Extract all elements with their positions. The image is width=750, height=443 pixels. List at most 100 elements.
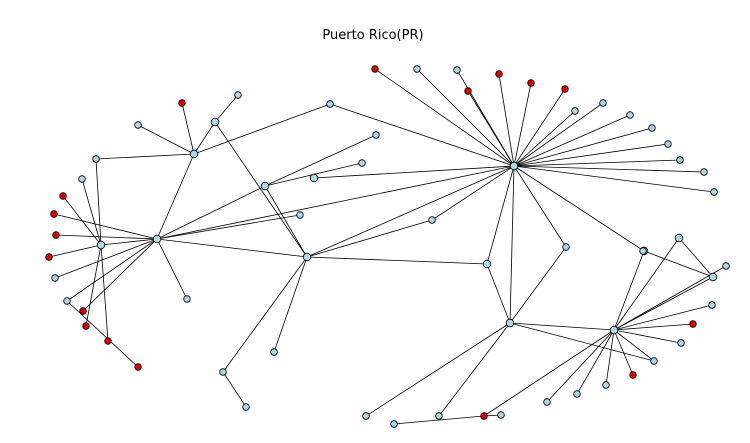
network-node xyxy=(152,234,162,244)
network-edge xyxy=(81,178,102,246)
highlighted-node xyxy=(561,85,569,93)
network-edge xyxy=(613,304,713,331)
network-node xyxy=(599,99,607,107)
network-edge xyxy=(193,103,331,155)
network-node xyxy=(302,252,312,262)
network-node xyxy=(676,156,684,164)
network-edge xyxy=(486,165,515,265)
network-node xyxy=(648,124,656,132)
network-node xyxy=(362,412,370,420)
network-edge xyxy=(513,143,669,167)
highlighted-node xyxy=(79,307,87,315)
highlighted-node xyxy=(464,87,472,95)
network-node xyxy=(482,259,492,269)
network-edge xyxy=(613,276,714,331)
network-node xyxy=(63,297,71,305)
network-node xyxy=(700,168,708,176)
network-edge xyxy=(222,256,308,373)
network-edge xyxy=(513,82,532,167)
network-edge xyxy=(483,329,615,417)
network-node xyxy=(626,111,634,119)
network-node xyxy=(497,411,505,419)
network-edge xyxy=(576,329,615,395)
highlighted-node xyxy=(371,65,379,73)
highlighted-node xyxy=(50,210,58,218)
network-edge xyxy=(509,322,655,362)
network-edge xyxy=(513,165,567,248)
network-edge xyxy=(431,165,515,221)
network-node xyxy=(650,357,658,365)
network-edge xyxy=(605,329,615,386)
network-edge xyxy=(613,250,645,331)
network-node xyxy=(428,216,436,224)
network-edge xyxy=(546,329,615,403)
network-edge xyxy=(95,153,195,160)
network-edge xyxy=(55,234,158,240)
highlighted-node xyxy=(527,79,535,87)
network-edge xyxy=(95,158,102,246)
network-node xyxy=(189,149,199,159)
network-node xyxy=(722,262,730,270)
network-node xyxy=(372,131,380,139)
highlighted-node xyxy=(178,99,186,107)
network-edge xyxy=(513,114,631,167)
network-edge xyxy=(306,165,515,258)
network-edge xyxy=(137,124,195,155)
network-edge xyxy=(513,102,604,167)
network-node xyxy=(296,211,304,219)
highlighted-node xyxy=(495,70,503,78)
network-node xyxy=(505,318,515,328)
network-edge xyxy=(678,237,714,278)
network-edge xyxy=(374,68,515,167)
network-edge xyxy=(438,322,511,417)
network-edge xyxy=(273,256,308,353)
network-node xyxy=(96,240,106,250)
network-edge xyxy=(513,110,576,167)
network-node xyxy=(309,173,319,183)
network-edge xyxy=(513,165,645,252)
network-edge xyxy=(264,134,377,187)
network-edge xyxy=(62,195,102,246)
network-node xyxy=(602,381,610,389)
network-node xyxy=(78,175,86,183)
network-node xyxy=(708,301,716,309)
network-edge xyxy=(193,121,216,155)
network-node xyxy=(677,339,685,347)
network-edge xyxy=(66,238,158,302)
network-edge xyxy=(100,244,109,342)
network-edge xyxy=(306,219,433,258)
network-edge xyxy=(156,185,266,240)
network-edge xyxy=(156,165,515,240)
highlighted-node xyxy=(104,337,112,345)
network-node xyxy=(92,155,100,163)
network-edge xyxy=(509,246,567,324)
network-edge xyxy=(613,265,727,331)
network-edge xyxy=(393,415,485,425)
network-node xyxy=(234,91,242,99)
network-edge xyxy=(365,322,511,417)
network-node xyxy=(134,121,142,129)
network-node xyxy=(219,368,227,376)
highlighted-node xyxy=(52,231,60,239)
network-node xyxy=(543,398,551,406)
network-edge xyxy=(513,165,705,173)
network-edge xyxy=(156,214,301,240)
highlighted-node xyxy=(59,192,67,200)
node-layer xyxy=(45,65,730,428)
highlighted-node xyxy=(134,363,142,371)
network-node xyxy=(708,272,718,282)
highlighted-node xyxy=(689,320,697,328)
network-edge xyxy=(509,322,615,331)
network-node xyxy=(710,188,718,196)
network-edge xyxy=(222,371,247,408)
network-node xyxy=(183,295,191,303)
network-node xyxy=(571,107,579,115)
network-edge xyxy=(214,94,239,123)
network-node xyxy=(358,159,366,167)
network-node xyxy=(573,390,581,398)
network-edge xyxy=(306,256,488,265)
network-edge xyxy=(513,88,566,167)
network-edge xyxy=(54,238,158,279)
network-edge xyxy=(329,103,515,167)
